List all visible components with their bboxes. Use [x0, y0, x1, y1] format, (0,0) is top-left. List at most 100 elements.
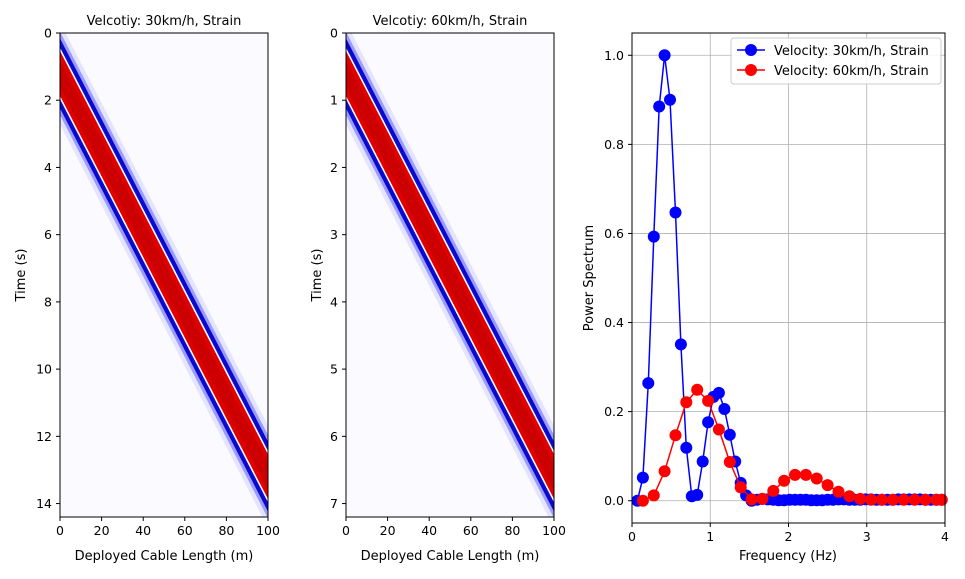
x-tick-label: 40	[421, 523, 437, 538]
heatmap-30-frame	[59, 32, 269, 518]
series-1-point	[919, 493, 932, 506]
series-0-point	[669, 206, 682, 219]
y-tick-label: 4	[330, 294, 338, 309]
heatmap-panel-60kmh: Velcotiy: 60km/h, Strain 0 20 40 60 80 100 0 1 2…	[310, 14, 566, 564]
x-tick-label: 0	[56, 523, 64, 538]
heatmap-30-ylabel: Time (s)	[14, 249, 29, 303]
heatmap-lobe-trail	[346, 98, 554, 512]
series-1-point	[767, 484, 780, 497]
y-tick-label: 0.2	[604, 404, 624, 419]
heatmap-60-ticks: 0 20 40 60 80 100 0 1 2 3 4 5 6 7	[330, 26, 566, 539]
spectrum-legend: Velocity: 30km/h, Strain Velocity: 60km/…	[730, 37, 942, 85]
x-tick-label: 0	[628, 529, 636, 544]
y-tick-label: 0.6	[604, 226, 624, 241]
series-0-point	[696, 455, 709, 468]
series-1-point	[669, 429, 682, 442]
spectrum-ylabel: Power Spectrum	[582, 225, 597, 331]
series-0-point	[702, 416, 715, 429]
x-tick-label: 20	[94, 523, 110, 538]
series-1-point	[680, 396, 693, 409]
series-1-point	[908, 493, 921, 506]
heatmap-gap-trail	[346, 95, 554, 503]
series-1-point	[647, 489, 660, 502]
series-1-point	[789, 468, 801, 481]
series-0-point	[691, 488, 704, 501]
heatmap-60-image	[346, 33, 554, 517]
series-0-point	[718, 403, 731, 415]
series-0-point	[642, 377, 655, 390]
series-1-point	[854, 492, 867, 505]
legend-marker-60	[745, 64, 757, 76]
x-tick-label: 80	[218, 523, 234, 538]
spectrum-grid	[631, 33, 946, 523]
y-tick-label: 5	[330, 362, 338, 377]
heatmap-lobe-lead	[346, 38, 554, 452]
legend-label-30: Velocity: 30km/h, Strain	[774, 44, 929, 59]
heatmap-gap-lead	[60, 47, 268, 455]
heatmap-30-image	[60, 33, 268, 517]
series-0-point	[712, 386, 725, 399]
x-tick-label: 40	[135, 523, 151, 538]
heatmap-gap-lead	[346, 47, 554, 455]
series-1-point	[875, 493, 888, 506]
x-tick-label: 0	[342, 523, 350, 538]
y-tick-label: 1.0	[604, 48, 624, 63]
spectrum-panel: 0 1 2 3 4 0.0 0.2 0.4 0.6 0.8 1.0 Frequency (Hz) P…	[582, 32, 949, 564]
legend-label-60: Velocity: 60km/h, Strain	[774, 64, 929, 79]
x-tick-label: 2	[785, 529, 793, 544]
y-tick-label: 2	[330, 160, 338, 175]
series-1-point	[658, 465, 671, 478]
y-tick-label: 0.8	[604, 137, 624, 152]
series-1-point	[756, 492, 769, 505]
x-tick-label: 80	[504, 523, 520, 538]
series-1-point	[843, 490, 856, 503]
series-1-point	[810, 472, 823, 485]
series-1-point	[702, 394, 715, 407]
y-tick-label: 12	[36, 429, 52, 444]
y-tick-label: 0.4	[604, 315, 624, 330]
y-tick-label: 0.0	[604, 493, 624, 508]
heatmap-60-xlabel: Deployed Cable Length (m)	[361, 549, 540, 564]
series-1-point	[691, 383, 704, 396]
series-1-point	[886, 493, 899, 506]
x-tick-label: 20	[380, 523, 396, 538]
legend-box	[730, 37, 942, 85]
y-tick-label: 0	[330, 26, 338, 41]
y-tick-label: 8	[44, 294, 52, 309]
series-0-point	[664, 93, 676, 106]
y-tick-label: 2	[44, 93, 52, 108]
series-0-point	[658, 49, 671, 62]
series-0-point	[680, 441, 693, 454]
heatmap-lobe-lead	[60, 38, 268, 452]
heatmap-lobe-trail	[60, 98, 268, 512]
x-tick-label: 100	[542, 523, 566, 538]
series-1-point	[734, 481, 747, 494]
y-tick-label: 6	[330, 429, 338, 444]
spectrum-ticks: 0 1 2 3 4 0.0 0.2 0.4 0.6 0.8 1.0	[604, 48, 949, 544]
series-0-point	[647, 230, 660, 243]
series-0-point	[636, 471, 649, 484]
x-tick-label: 3	[863, 529, 871, 544]
series-1-point	[865, 493, 878, 506]
series-1-point	[745, 493, 758, 506]
y-tick-label: 10	[36, 362, 52, 377]
heatmap-30-xlabel: Deployed Cable Length (m)	[75, 549, 254, 564]
legend-marker-30	[745, 44, 757, 56]
series-1-point	[832, 485, 845, 498]
y-tick-label: 6	[44, 227, 52, 242]
series-1-point	[778, 474, 791, 487]
x-tick-label: 60	[463, 523, 479, 538]
series-1-point	[935, 493, 948, 506]
spectrum-xlabel: Frequency (Hz)	[739, 549, 837, 564]
series-1-point	[723, 456, 736, 468]
heatmap-60-title: Velcotiy: 60km/h, Strain	[373, 14, 528, 29]
heatmap-30-title: Velcotiy: 30km/h, Strain	[87, 14, 242, 29]
y-tick-label: 4	[44, 160, 52, 175]
series-1-point	[712, 423, 725, 436]
heatmap-60-ylabel: Time (s)	[310, 249, 325, 303]
heatmap-gap-trail	[60, 95, 268, 503]
series-0-point	[674, 338, 687, 351]
y-tick-label: 0	[44, 26, 52, 41]
series-0-point	[653, 100, 666, 113]
